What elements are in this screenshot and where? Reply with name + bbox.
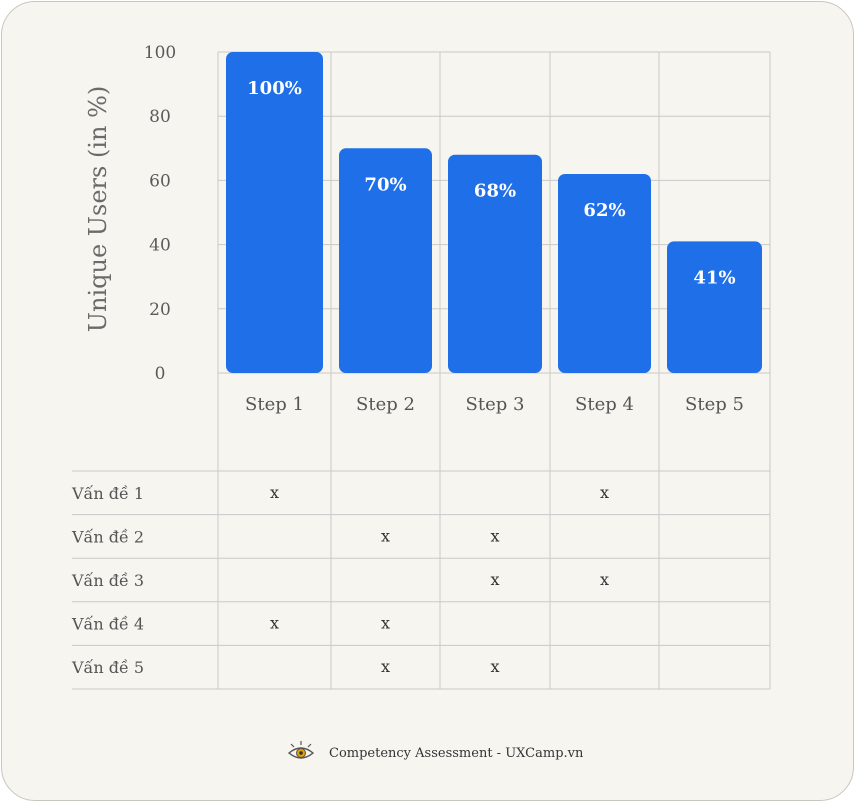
x-category-label: Step 5: [685, 394, 744, 415]
y-tick-label: 40: [149, 236, 171, 256]
table-cell-mark: x: [490, 657, 499, 676]
table-row-label: Vấn đề 5: [71, 658, 144, 677]
table-cell-mark: x: [270, 483, 279, 502]
footer: Competency Assessment - UXCamp.vn: [287, 741, 584, 761]
y-tick-label: 0: [155, 364, 166, 384]
table-cell-mark: x: [381, 657, 390, 676]
bar: [226, 52, 323, 373]
table-row-label: Vấn đề 2: [71, 527, 144, 546]
table-cell-mark: x: [600, 483, 609, 502]
table-cell-mark: x: [490, 526, 499, 545]
x-category-label: Step 2: [356, 394, 415, 415]
y-axis-label: Unique Users (in %): [84, 86, 112, 332]
bar-value-label: 100%: [247, 78, 302, 99]
x-category-label: Step 1: [245, 394, 304, 415]
table-cell-mark: x: [270, 614, 279, 633]
bar: [448, 154, 542, 373]
bar-value-label: 62%: [583, 200, 625, 221]
bar: [667, 241, 762, 373]
bar: [339, 148, 432, 373]
table-row-label: Vấn đề 3: [71, 571, 144, 590]
table-cell-mark: x: [600, 570, 609, 589]
bar: [558, 173, 651, 373]
table-row-label: Vấn đề 1: [71, 484, 144, 503]
bar-value-label: 70%: [364, 174, 406, 195]
y-tick-label: 60: [149, 171, 171, 191]
table-cell-mark: x: [381, 614, 390, 633]
eye-icon: [287, 741, 315, 759]
x-category-label: Step 3: [466, 394, 525, 415]
y-tick-label: 100: [144, 43, 176, 63]
table-row-label: Vấn đề 4: [71, 615, 144, 634]
y-axis-ticks: 0 20 40 60 80 100: [144, 43, 176, 384]
bars: 100% 70% 68% 62% 41%: [226, 52, 762, 373]
table-cell-mark: x: [381, 526, 390, 545]
y-tick-label: 80: [149, 107, 171, 127]
footer-text: Competency Assessment - UXCamp.vn: [329, 746, 584, 761]
issue-table: Vấn đề 1 x x Vấn đề 2 x x Vấn đề 3 x x Vấn đề 4 x x…: [71, 483, 609, 677]
bar-value-label: 68%: [474, 181, 516, 202]
x-category-label: Step 4: [575, 394, 634, 415]
y-tick-label: 20: [149, 300, 171, 320]
bar-value-label: 41%: [693, 267, 735, 288]
x-axis-categories: Step 1 Step 2 Step 3 Step 4 Step 5: [245, 394, 744, 415]
table-cell-mark: x: [490, 570, 499, 589]
